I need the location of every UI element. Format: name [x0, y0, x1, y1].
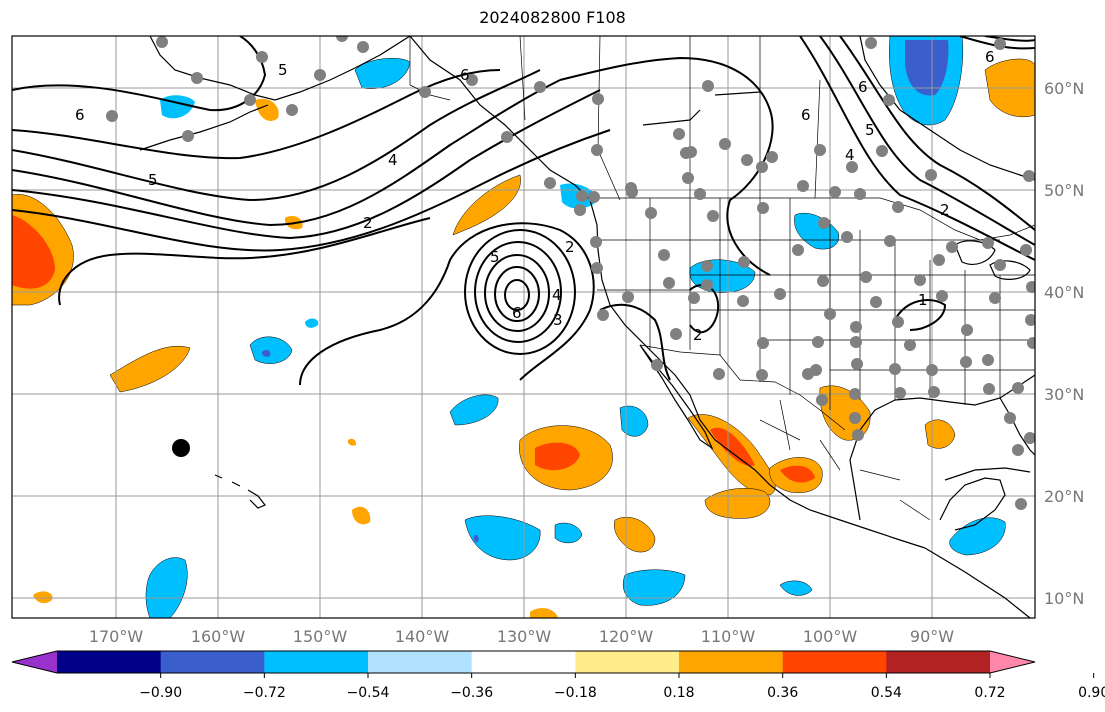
contour-label-group: 6 5 6 4 5 2 6 2 5 6 3 4 2 6 5 4 2 1 6 — [75, 48, 995, 344]
colorbar-tick-label: 0.90 — [1078, 685, 1105, 701]
colorbar-segment — [471, 651, 576, 673]
colorbar-tick-label: 0.36 — [767, 685, 798, 701]
political-borders — [409, 36, 1035, 521]
map-border — [11, 35, 1036, 619]
colorbar-tick-label: 0.18 — [663, 685, 694, 701]
lon-label: 160°W — [191, 627, 246, 646]
lon-label: 100°W — [803, 627, 858, 646]
colorbar-segment — [160, 651, 265, 673]
contour-label: 6 — [985, 48, 995, 66]
colorbar-segment — [57, 651, 162, 673]
lon-label: 170°W — [89, 627, 144, 646]
colorbar-segment — [886, 651, 991, 673]
contour-label: 6 — [858, 78, 868, 96]
contour-label: 6 — [801, 106, 811, 124]
colorbar-tick-label: 0.54 — [871, 685, 902, 701]
colorbar-tick-label: 0.72 — [974, 685, 1005, 701]
contour-label: 1 — [918, 291, 928, 309]
lon-label: 140°W — [395, 627, 450, 646]
lat-label: 10°N — [1044, 589, 1084, 608]
colorbar-tick-label: −0.90 — [139, 685, 182, 701]
contour-label: 5 — [278, 61, 288, 79]
contour-label: 3 — [553, 311, 563, 329]
contour-label: 2 — [693, 326, 703, 344]
lon-label: 130°W — [497, 627, 552, 646]
colorbar-tick-label: −0.54 — [347, 685, 390, 701]
lon-label: 90°W — [910, 627, 954, 646]
contour-label: 5 — [148, 171, 158, 189]
longitude-labels: 170°W 160°W 150°W 140°W 130°W 120°W 110°… — [89, 627, 954, 646]
colorbar-segment — [782, 651, 887, 673]
lon-label: 110°W — [701, 627, 756, 646]
contour-label: 4 — [552, 286, 562, 304]
contour-label: 2 — [565, 238, 575, 256]
colorbar-outline — [11, 650, 1036, 674]
colorbar-tick-label: −0.72 — [243, 685, 286, 701]
contour-label: 4 — [845, 146, 855, 164]
contour-label: 6 — [75, 106, 85, 124]
lat-label: 50°N — [1044, 181, 1084, 200]
contour-label: 6 — [512, 304, 522, 322]
lon-label: 150°W — [293, 627, 348, 646]
contour-label: 5 — [490, 248, 500, 266]
colorbar-segment — [575, 651, 680, 673]
storm-marker — [172, 439, 190, 457]
colorbar: −0.90 −0.72 −0.54 −0.36 −0.18 0.18 0.36 0.54 0.7… — [11, 650, 1105, 701]
contour-label: 2 — [940, 201, 950, 219]
contour-label: 4 — [388, 151, 398, 169]
lon-label: 120°W — [599, 627, 654, 646]
station-markers — [106, 36, 1035, 510]
colorbar-segment — [368, 651, 473, 673]
colorbar-tick-label: −0.36 — [450, 685, 493, 701]
contour-label: 5 — [865, 121, 875, 139]
colorbar-tick-label: −0.18 — [554, 685, 597, 701]
lat-label: 40°N — [1044, 283, 1084, 302]
contour-label: 2 — [363, 214, 373, 232]
map-title: 2024082800 F108 — [479, 8, 626, 27]
latitude-labels: 10°N 20°N 30°N 40°N 50°N 60°N — [1044, 79, 1084, 608]
negative-shading — [145, 36, 1006, 618]
colorbar-segment — [679, 651, 784, 673]
anomaly-contours — [12, 36, 1035, 386]
colorbar-extend-max — [990, 651, 1035, 673]
lat-label: 30°N — [1044, 385, 1084, 404]
lat-label: 20°N — [1044, 487, 1084, 506]
contour-label: 6 — [460, 66, 470, 84]
lat-label: 60°N — [1044, 79, 1084, 98]
colorbar-extend-min — [12, 651, 57, 673]
colorbar-segment — [264, 651, 369, 673]
